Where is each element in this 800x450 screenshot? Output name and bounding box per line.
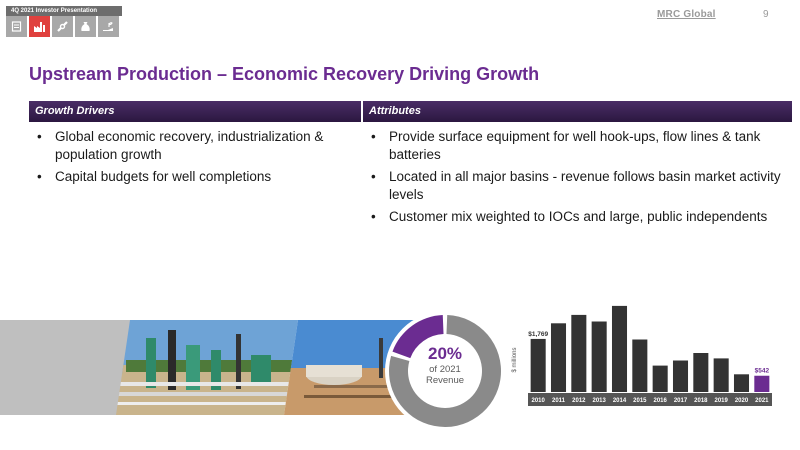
bar-2014 [611, 305, 628, 392]
bar-2016 [652, 365, 668, 392]
x-tick-label: 2014 [613, 398, 627, 404]
x-tick-label: 2019 [714, 398, 728, 404]
doc-icon [11, 21, 22, 32]
wellsite-photo [116, 320, 298, 415]
y-axis-label: $ millions [512, 347, 518, 372]
x-tick-label: 2021 [755, 398, 769, 404]
bar-2011 [550, 323, 567, 392]
donut-segment-rest [389, 315, 501, 427]
growth-drivers-list: • Global economic recovery, industrializa… [34, 128, 344, 190]
x-tick-label: 2018 [694, 398, 708, 404]
list-item: • Provide surface equipment for well hook… [371, 129, 761, 162]
list-item: • Capital budgets for well completions [37, 169, 272, 184]
tab-financial[interactable] [75, 16, 96, 37]
revenue-bar-chart: $ millions 2010 2011 2012 2013 2014 2015 2016 20… [512, 305, 772, 406]
decorative-band [0, 320, 130, 415]
attributes-list: • Provide surface equipment for well hook… [368, 128, 788, 230]
tab-midstream[interactable] [52, 16, 73, 37]
x-tick-label: 2011 [552, 398, 566, 404]
x-tick-label: 2016 [653, 398, 667, 404]
donut-segment-upstream [392, 315, 444, 359]
revenue-chart: $ millions 2010 2011 2012 2013 2014 2015 2016 20… [506, 300, 786, 420]
bar-2019 [713, 358, 729, 392]
pipe-icon [57, 21, 68, 32]
tab-document[interactable] [6, 16, 27, 37]
revenue-share-donut [385, 311, 505, 431]
bar-2021 [754, 375, 770, 392]
brand-logo: MRC Global [657, 9, 716, 20]
data-label: $542 [755, 368, 770, 375]
bar-2015 [632, 339, 648, 392]
bar-2013 [591, 321, 607, 392]
header-attributes: Attributes [363, 101, 792, 122]
x-tick-label: 2020 [735, 398, 749, 404]
hand-plant-icon [103, 22, 113, 31]
presentation-badge: 4Q 2021 Investor Presentation [6, 6, 122, 16]
x-tick-label: 2013 [592, 398, 606, 404]
x-axis-band [528, 393, 772, 406]
x-tick-label: 2015 [633, 398, 647, 404]
x-tick-label: 2010 [531, 398, 545, 404]
x-tick-label: 2012 [572, 398, 586, 404]
list-item: • Global economic recovery, industrializa… [37, 129, 324, 162]
header-growth-drivers: Growth Drivers [29, 101, 363, 122]
table-header: Growth Drivers Attributes [29, 101, 792, 122]
page-number: 9 [763, 9, 769, 20]
data-label: $1,769 [528, 331, 548, 338]
bar-2018 [693, 353, 709, 392]
donut-percent: 20% [427, 344, 463, 363]
section-tabs [6, 16, 119, 37]
bar-2020 [733, 374, 750, 392]
bar-2017 [672, 360, 689, 392]
list-item: • Located in all major basins - revenue f… [371, 169, 781, 202]
bar-2012 [571, 314, 587, 392]
page-title: Upstream Production – Economic Recovery … [29, 64, 540, 84]
money-bag-icon [81, 22, 90, 31]
list-item: • Customer mix weighted to IOCs and large… [371, 209, 768, 224]
industry-icon [34, 22, 45, 32]
bar-2010 [530, 338, 546, 392]
tab-esg[interactable] [98, 16, 119, 37]
donut-caption: of 2021 Revenue [425, 364, 465, 386]
tab-upstream[interactable] [29, 16, 50, 37]
x-tick-label: 2017 [674, 398, 688, 404]
